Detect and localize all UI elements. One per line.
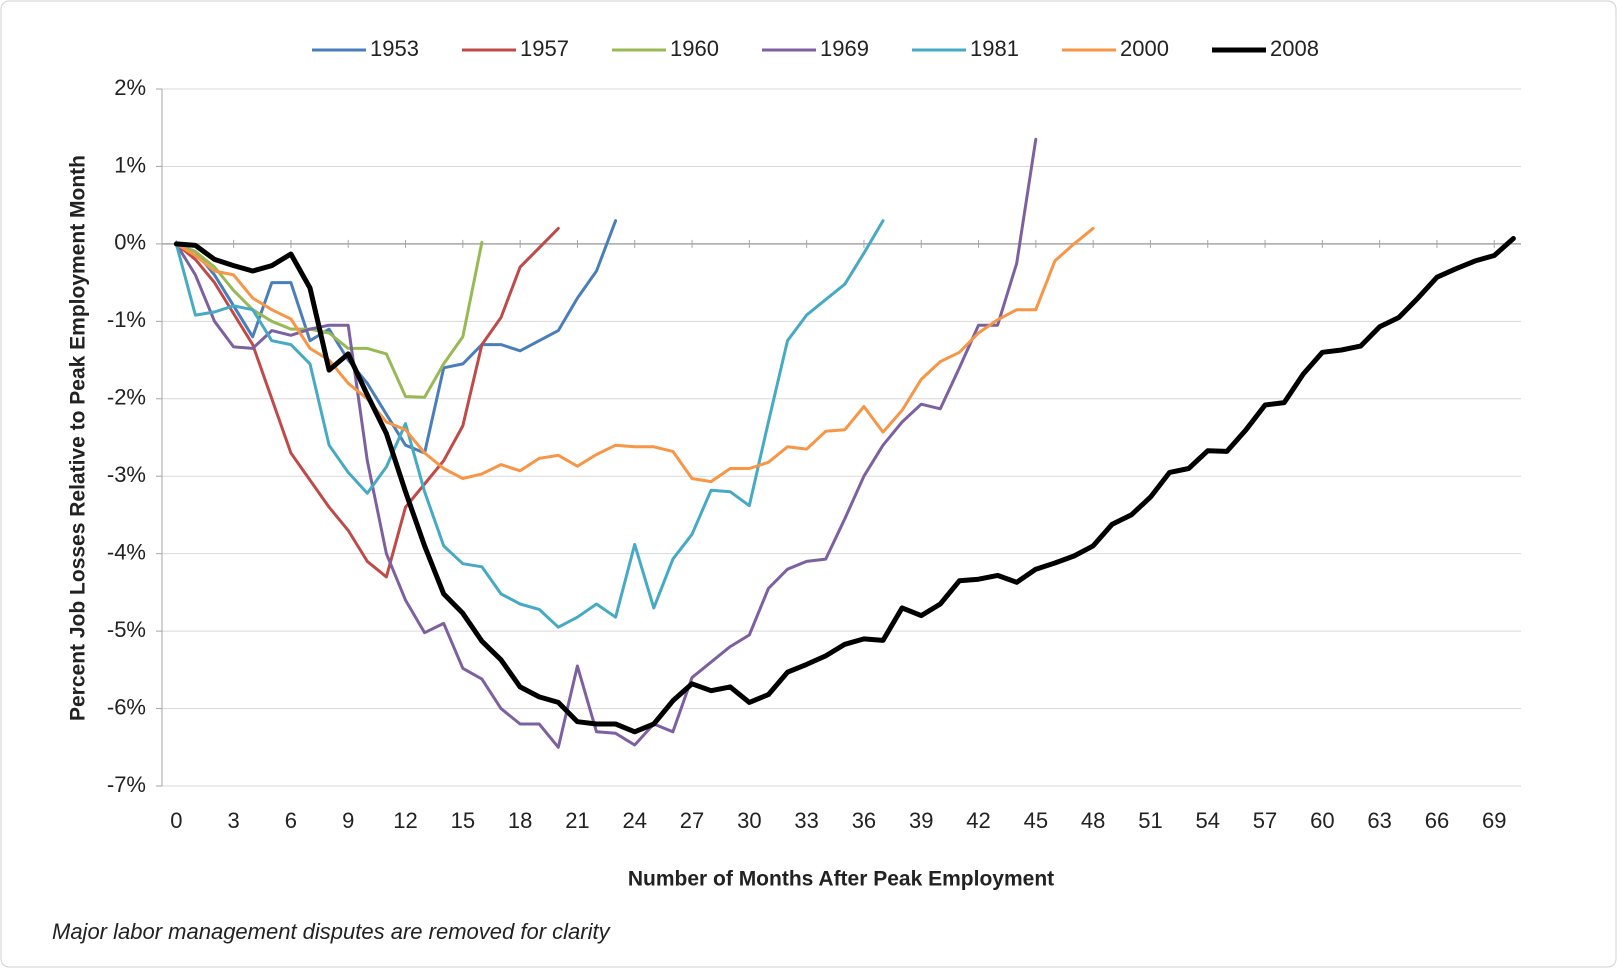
x-tick-label: 48 (1081, 808, 1105, 833)
legend-label: 1981 (970, 36, 1019, 61)
x-tick-label: 21 (565, 808, 589, 833)
series-line (174, 240, 484, 399)
legend-label: 1953 (370, 36, 419, 61)
series-line (174, 226, 560, 579)
x-tick-label: 39 (909, 808, 933, 833)
x-tick-label: 33 (794, 808, 818, 833)
x-tick-label: 45 (1024, 808, 1048, 833)
y-tick-label: -3% (107, 462, 146, 487)
x-axis-title: Number of Months After Peak Employment (628, 868, 1054, 891)
x-tick-label: 9 (342, 808, 354, 833)
x-tick-label: 0 (170, 808, 182, 833)
legend-label: 2000 (1120, 36, 1169, 61)
y-tick-label: 1% (114, 152, 146, 177)
x-tick-label: 3 (228, 808, 240, 833)
x-tick-label: 18 (508, 808, 532, 833)
y-axis-title: Percent Job Losses Relative to Peak Empl… (67, 155, 90, 721)
y-tick-label: -1% (107, 307, 146, 332)
x-tick-label: 12 (393, 808, 417, 833)
y-tick-label: -5% (107, 617, 146, 642)
x-tick-label: 6 (285, 808, 297, 833)
x-tick-label: 24 (622, 808, 646, 833)
x-tick-label: 60 (1310, 808, 1334, 833)
series-line (174, 219, 885, 629)
y-tick-label: -7% (107, 772, 146, 797)
legend-label: 1969 (820, 36, 869, 61)
x-tick-label: 42 (966, 808, 990, 833)
footnote: Major labor management disputes are remo… (52, 919, 612, 944)
x-tick-label: 15 (451, 808, 475, 833)
y-tick-label: -6% (107, 694, 146, 719)
x-tick-label: 36 (852, 808, 876, 833)
x-tick-label: 51 (1138, 808, 1162, 833)
x-tick-label: 30 (737, 808, 761, 833)
legend-label: 2008 (1270, 36, 1319, 61)
legend-label: 1957 (520, 36, 569, 61)
x-tick-label: 57 (1253, 808, 1277, 833)
y-tick-label: -4% (107, 539, 146, 564)
x-tick-label: 69 (1482, 808, 1506, 833)
y-tick-label: 2% (114, 75, 146, 100)
series-line (174, 219, 618, 455)
y-tick-label: 0% (114, 230, 146, 255)
x-tick-label: 54 (1196, 808, 1220, 833)
legend-label: 1960 (670, 36, 719, 61)
x-tick-label: 63 (1367, 808, 1391, 833)
series-line (173, 236, 1516, 735)
x-tick-label: 27 (680, 808, 704, 833)
y-tick-label: -2% (107, 385, 146, 410)
x-tick-label: 66 (1425, 808, 1449, 833)
